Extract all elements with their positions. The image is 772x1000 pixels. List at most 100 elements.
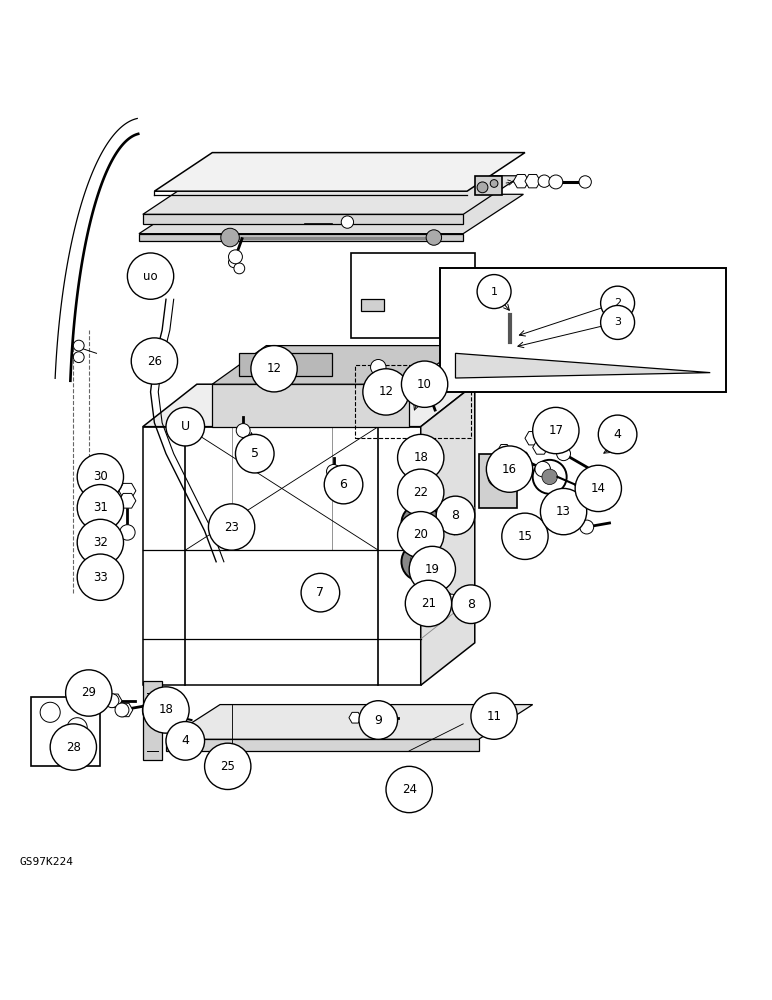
Circle shape (371, 359, 386, 375)
Circle shape (410, 513, 432, 534)
Circle shape (477, 182, 488, 193)
Circle shape (120, 525, 135, 540)
Text: 10: 10 (417, 378, 432, 391)
Polygon shape (498, 444, 510, 455)
Circle shape (538, 175, 550, 187)
Text: 18: 18 (413, 451, 428, 464)
Text: 11: 11 (486, 710, 502, 723)
Polygon shape (119, 493, 136, 508)
Text: 4: 4 (181, 734, 189, 747)
Text: 28: 28 (66, 741, 81, 754)
Polygon shape (525, 432, 540, 445)
Text: 15: 15 (517, 530, 533, 543)
Circle shape (426, 230, 442, 245)
Polygon shape (212, 346, 463, 384)
Text: 30: 30 (93, 470, 108, 483)
Polygon shape (533, 441, 548, 454)
Circle shape (301, 573, 340, 612)
Circle shape (580, 520, 594, 534)
Text: 29: 29 (81, 686, 96, 700)
Circle shape (235, 434, 274, 473)
Polygon shape (166, 739, 479, 751)
Circle shape (362, 304, 370, 312)
Circle shape (415, 384, 427, 397)
Text: 2: 2 (614, 298, 621, 308)
Polygon shape (139, 194, 523, 234)
Text: 12: 12 (266, 362, 282, 375)
Circle shape (341, 216, 354, 228)
Text: 14: 14 (591, 482, 606, 495)
Text: 20: 20 (413, 528, 428, 541)
Polygon shape (502, 339, 517, 352)
Polygon shape (402, 382, 416, 394)
Circle shape (151, 703, 165, 717)
Circle shape (601, 305, 635, 339)
Polygon shape (143, 176, 521, 214)
Polygon shape (139, 234, 463, 241)
Text: uo: uo (144, 270, 157, 283)
Circle shape (77, 519, 124, 566)
Circle shape (208, 504, 255, 550)
Circle shape (359, 701, 398, 739)
Circle shape (221, 228, 239, 247)
Circle shape (371, 712, 385, 725)
Circle shape (234, 263, 245, 274)
Circle shape (445, 594, 458, 607)
Circle shape (374, 304, 381, 312)
Text: 3: 3 (614, 317, 621, 327)
Circle shape (127, 253, 174, 299)
Circle shape (401, 361, 448, 407)
Polygon shape (119, 483, 136, 498)
Text: 22: 22 (413, 486, 428, 499)
Circle shape (77, 485, 124, 531)
Polygon shape (143, 384, 475, 427)
Polygon shape (525, 174, 540, 188)
Circle shape (598, 415, 637, 454)
Circle shape (452, 585, 490, 624)
Circle shape (579, 176, 591, 188)
Circle shape (580, 493, 594, 507)
Circle shape (405, 580, 452, 627)
Text: 32: 32 (93, 536, 108, 549)
Text: 7: 7 (317, 586, 324, 599)
Circle shape (115, 703, 129, 717)
Bar (409, 454, 436, 465)
Text: GS97K224: GS97K224 (19, 857, 73, 867)
Circle shape (485, 708, 496, 719)
Circle shape (136, 363, 147, 374)
Polygon shape (107, 694, 122, 707)
Text: 5: 5 (251, 447, 259, 460)
Circle shape (493, 476, 503, 485)
Circle shape (440, 508, 455, 523)
Text: 26: 26 (147, 355, 162, 368)
Circle shape (401, 542, 440, 581)
Circle shape (490, 180, 498, 187)
Text: 8: 8 (467, 598, 475, 611)
Circle shape (229, 250, 242, 264)
Circle shape (601, 286, 635, 320)
Bar (355, 365, 471, 438)
Circle shape (435, 591, 453, 610)
Circle shape (549, 175, 563, 189)
Bar (440, 268, 726, 392)
Text: 12: 12 (378, 385, 394, 398)
Circle shape (471, 693, 517, 739)
Circle shape (575, 465, 621, 512)
Circle shape (40, 702, 60, 722)
Circle shape (73, 340, 84, 351)
Circle shape (411, 475, 430, 494)
Circle shape (131, 338, 178, 384)
Circle shape (105, 694, 119, 708)
Text: 23: 23 (224, 521, 239, 534)
Circle shape (239, 424, 248, 434)
Polygon shape (349, 712, 361, 723)
Bar (351, 253, 475, 338)
Polygon shape (143, 681, 162, 760)
Circle shape (398, 469, 444, 515)
Text: 25: 25 (220, 760, 235, 773)
Circle shape (409, 546, 455, 593)
Circle shape (166, 722, 205, 760)
Circle shape (236, 424, 250, 437)
Polygon shape (31, 697, 100, 766)
Circle shape (143, 695, 174, 725)
